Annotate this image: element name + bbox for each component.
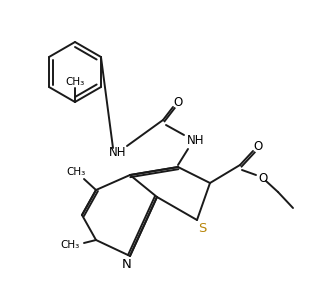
Text: S: S bbox=[198, 223, 206, 236]
Text: N: N bbox=[122, 257, 132, 270]
Text: CH₃: CH₃ bbox=[60, 240, 80, 250]
Text: NH: NH bbox=[187, 134, 205, 147]
Text: O: O bbox=[173, 96, 183, 109]
Text: O: O bbox=[253, 139, 263, 153]
Text: NH: NH bbox=[109, 145, 127, 158]
Text: CH₃: CH₃ bbox=[66, 167, 86, 177]
Text: CH₃: CH₃ bbox=[66, 77, 85, 87]
Text: O: O bbox=[258, 173, 268, 185]
